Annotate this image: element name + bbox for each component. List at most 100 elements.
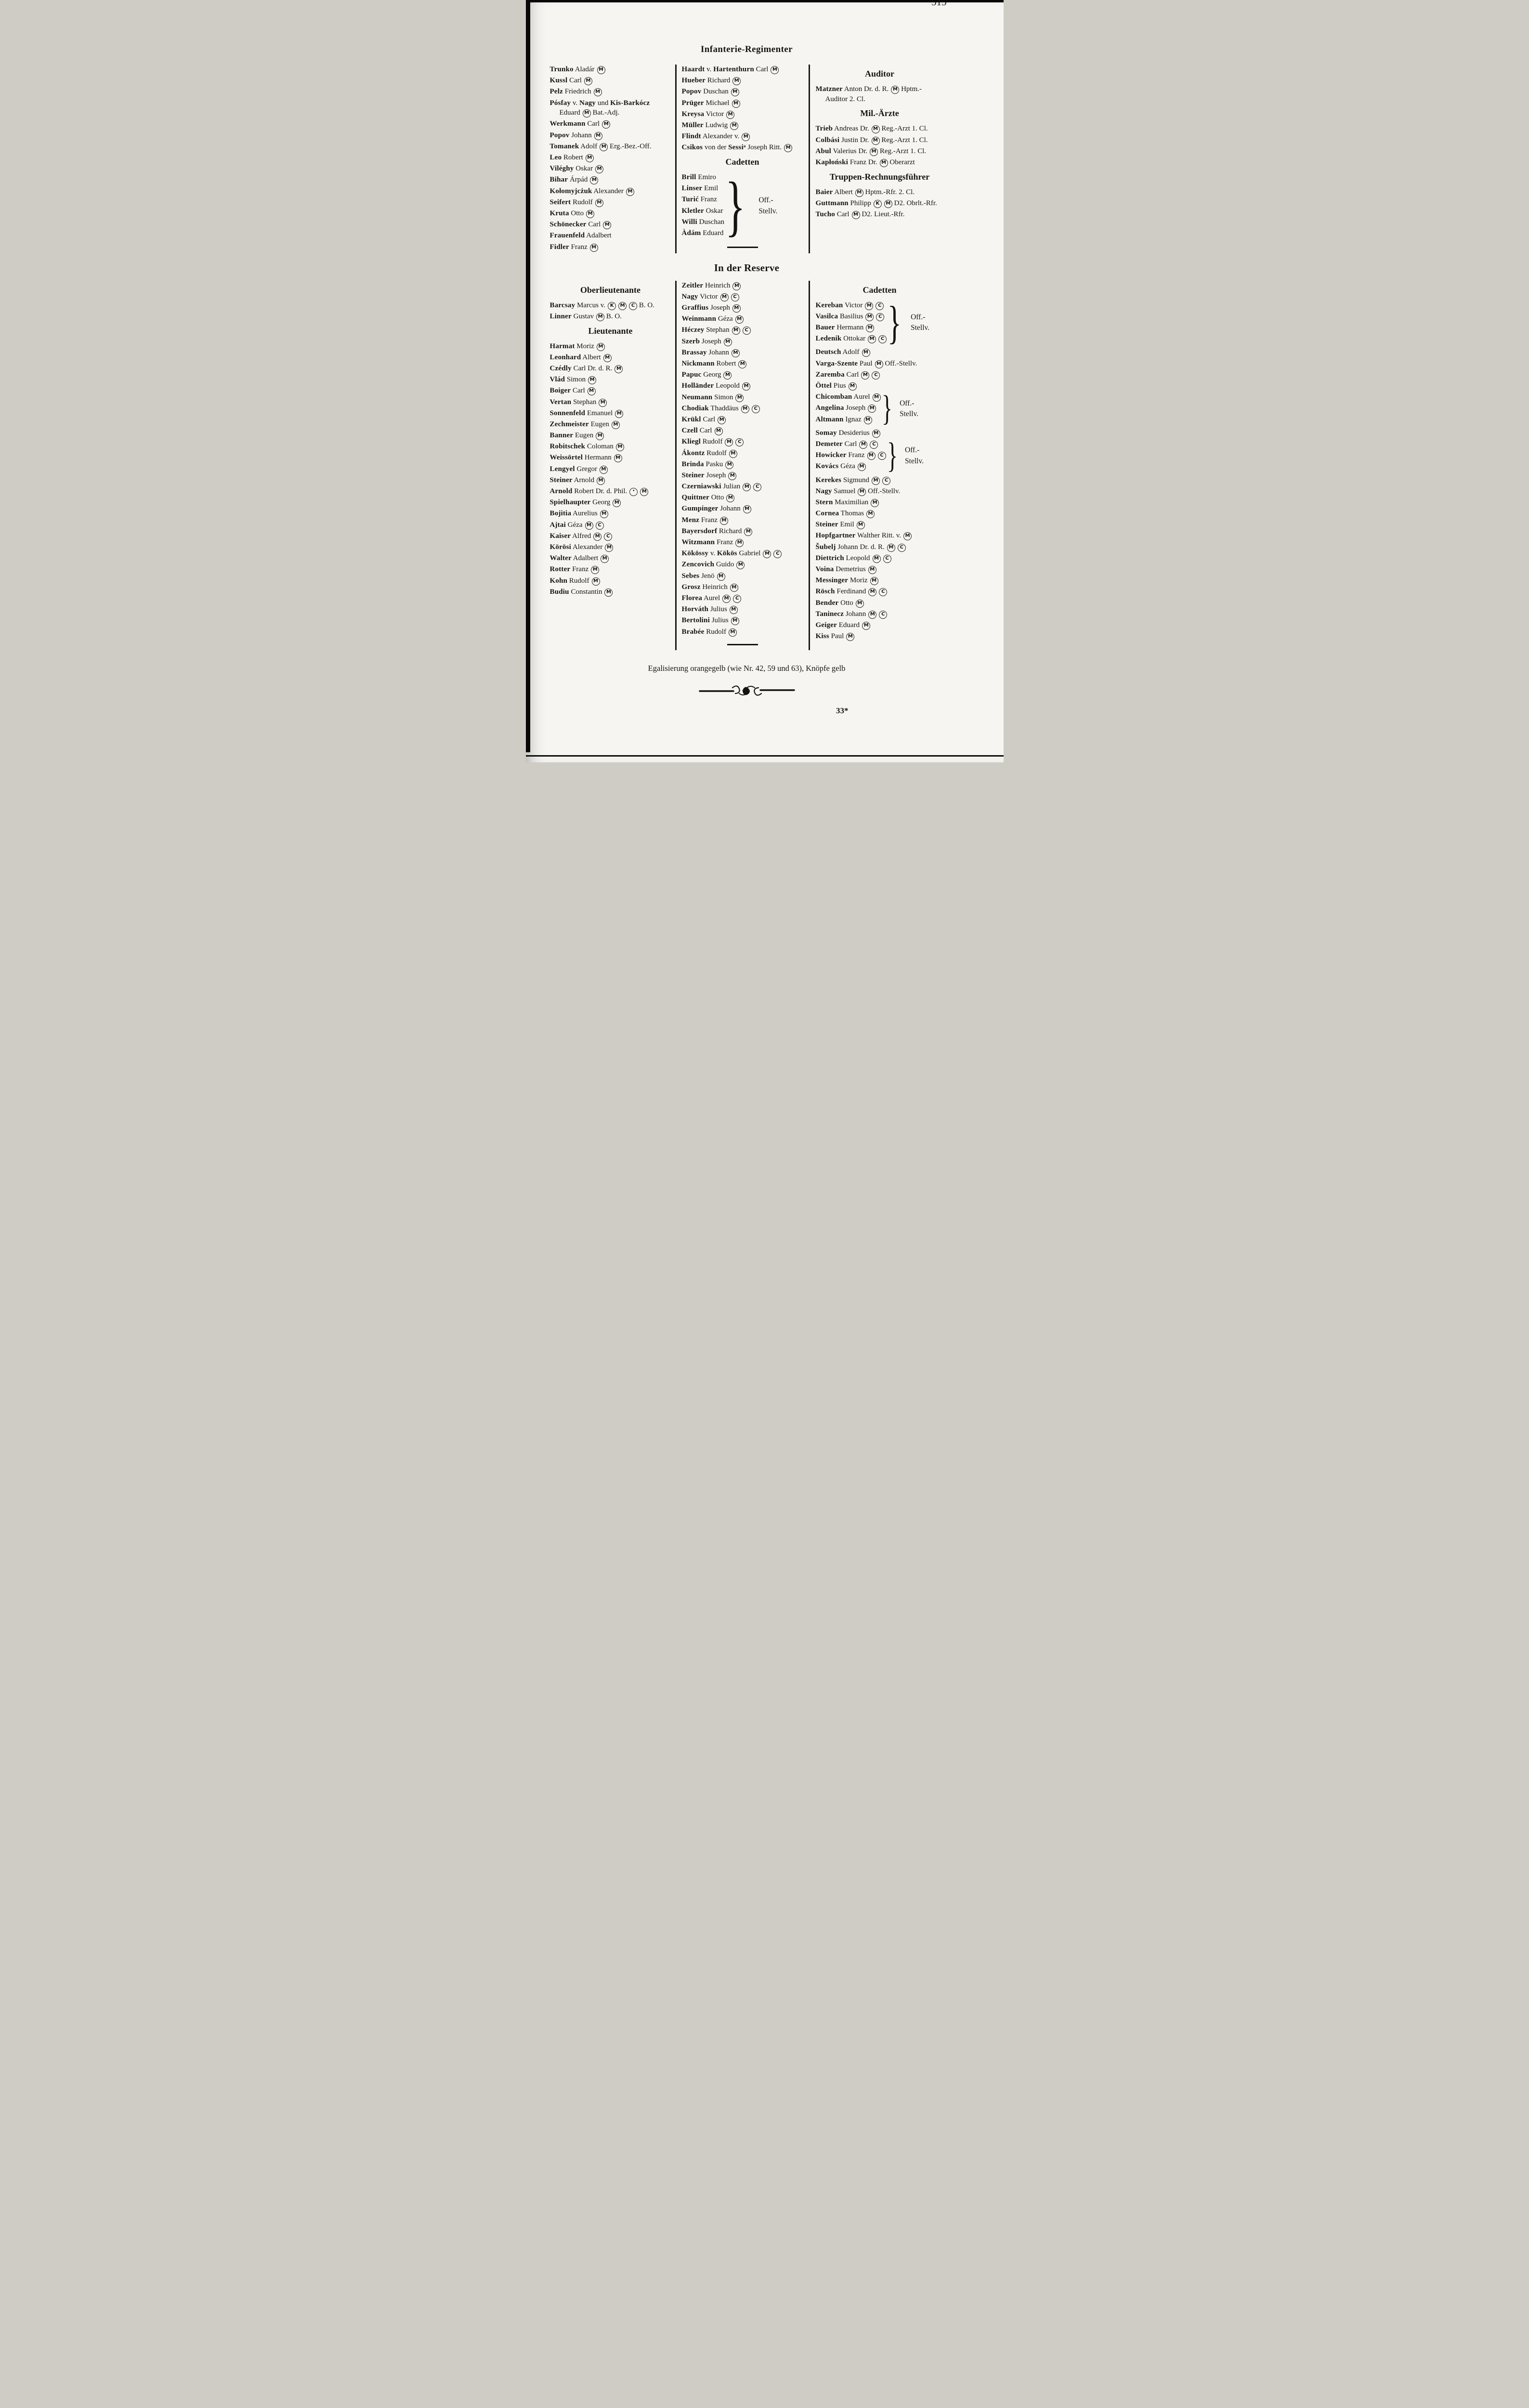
decoration-mark-M-icon: M xyxy=(613,499,621,508)
entry-text: Oskar xyxy=(704,207,723,215)
roster-entry: Kohn Rudolf M xyxy=(550,576,671,586)
entry-text: Joseph Ritt. xyxy=(745,144,782,152)
entry-text: Johann xyxy=(844,610,866,618)
entry-text: Jenö xyxy=(699,572,715,580)
entry-surname: Nickmann xyxy=(681,360,715,367)
roster-entry: Grosz Heinrich M xyxy=(682,582,803,592)
entry-surname: Hueber xyxy=(681,77,706,85)
decoration-mark-M-icon: M xyxy=(723,371,732,380)
decoration-mark-M-icon: M xyxy=(868,566,876,574)
decoration-mark-M-icon: M xyxy=(728,471,737,480)
decoration-mark-M-icon: M xyxy=(784,144,793,153)
entry-rank-suffix: Hptm.-Auditor 2. Cl. xyxy=(825,85,922,103)
reserve-column-1: Oberlieutenante Barcsay Marcus v. K M C B. O… xyxy=(550,281,675,651)
entry-text: Victor xyxy=(704,110,724,118)
entry-rank-suffix: B. O. xyxy=(604,312,622,320)
entry-text: v. xyxy=(708,550,717,558)
roster-entry: Graffius Joseph M xyxy=(682,303,803,313)
decoration-mark-M-icon: M xyxy=(891,86,900,94)
entry-surname: Abul xyxy=(815,147,831,155)
brace-glyph: } xyxy=(888,296,902,348)
entry-surname: Robitschek xyxy=(549,443,586,451)
roster-entry: Vertan Stephan M xyxy=(550,397,671,407)
entry-surname: Demeter xyxy=(815,440,843,448)
decoration-mark-C-icon: C xyxy=(742,327,751,335)
decoration-mark-M-icon: M xyxy=(585,521,593,530)
column-heading: Lieutenante xyxy=(588,326,633,336)
decoration-mark-M-icon: M xyxy=(867,452,876,460)
entry-surname: Steiner xyxy=(549,476,573,484)
entry-surname: Körösi xyxy=(549,543,572,551)
decoration-mark-M-icon: M xyxy=(723,338,732,346)
entry-text: Georg xyxy=(701,371,721,379)
decoration-mark-M-icon: M xyxy=(611,420,620,429)
entry-surname: Rösch xyxy=(815,588,835,596)
decoration-mark-M-icon: M xyxy=(865,301,874,310)
entry-surname: Brinda xyxy=(681,460,704,468)
roster-entry: Szerb Joseph M xyxy=(682,337,803,347)
decoration-mark-M-icon: M xyxy=(585,154,594,162)
roster-entry: Zencovich Guido M xyxy=(682,560,803,570)
entry-rank-suffix: Erg.-Bez.-Off. xyxy=(608,142,652,150)
roster-entry: Nagy Samuel M Off.-Stellv. xyxy=(816,486,944,497)
decoration-mark-M-icon: M xyxy=(591,566,600,575)
entry-text: Aurel xyxy=(852,393,870,401)
decoration-mark-M-icon: M xyxy=(857,463,866,471)
decoration-mark-M-icon: M xyxy=(730,121,739,130)
entry-surname: Neumann xyxy=(681,393,713,401)
entry-text: Heinrich xyxy=(700,583,728,591)
scanned-page: Infanterie-Regimenter 515 Trunko Aladár M… xyxy=(525,0,1004,762)
entry-surname: Zencovich xyxy=(681,561,715,569)
entry-surname: Pelz xyxy=(549,88,563,96)
entry-text: Otto xyxy=(569,209,584,217)
decoration-mark-M-icon: M xyxy=(714,427,723,436)
roster-entry: Arnold Robert Dr. d. Phil. · M xyxy=(550,486,671,497)
roster-entry: Harmat Moriz M xyxy=(550,341,671,352)
decoration-mark-M-icon: M xyxy=(597,476,605,485)
entry-text: Victor xyxy=(698,292,718,301)
entry-surname: Kussl xyxy=(549,77,568,85)
entry-surname: Menz xyxy=(681,516,700,524)
entry-text: von der xyxy=(703,144,729,152)
roster-entry: Brill Emiro xyxy=(682,172,725,183)
roster-entry: Menz Franz M xyxy=(682,515,803,525)
decoration-mark-C-icon: C xyxy=(883,554,891,563)
decoration-mark-M-icon: M xyxy=(726,110,735,119)
entry-surname: Brabée xyxy=(681,628,705,636)
roster-entry: Stern Maximilian M xyxy=(816,497,944,508)
entry-text: Robert Dr. d. Phil. xyxy=(572,487,627,495)
roster-entry: Leo Robert M xyxy=(550,153,671,163)
entry-text: Leopold xyxy=(714,382,740,390)
entry-surname: Kreysa xyxy=(681,110,705,118)
entry-surname: Frauenfeld xyxy=(549,232,585,240)
entry-text: Franz xyxy=(699,516,718,524)
roster-entry: Körösi Alexander M xyxy=(550,542,671,552)
entry-surname: Kis-Barkócz xyxy=(610,99,650,107)
roster-entry: Ajtai Géza M C xyxy=(550,520,671,530)
decoration-mark-M-icon: M xyxy=(744,527,753,536)
entry-surname: Haardt xyxy=(681,65,705,73)
entry-surname: Banner xyxy=(549,432,574,440)
active-column-2: Haardt v. Hartenthurn Carl M Hueber Richar… xyxy=(677,65,809,253)
entry-surname: Csikos xyxy=(681,144,703,152)
entry-text: Hermann xyxy=(835,324,864,332)
entry-text: Rudolf xyxy=(567,576,589,585)
entry-text: Johann xyxy=(706,348,730,356)
reserve-column-2: Zeitler Heinrich M Nagy Victor M C Graffius J… xyxy=(677,281,809,651)
entry-surname: Cornea xyxy=(815,510,839,518)
roster-entry: Hueber Richard M xyxy=(682,76,803,86)
roster-entry: Kovács Géza M xyxy=(816,461,886,471)
roster-entry: Àdám Eduard xyxy=(682,228,725,238)
roster-entry: Bayersdorf Richard M xyxy=(682,526,803,537)
roster-entry: Deutsch Adolf M xyxy=(816,347,944,357)
entry-text: Joseph xyxy=(700,337,721,345)
decoration-mark-M-icon: M xyxy=(865,313,874,321)
decoration-mark-M-icon: M xyxy=(725,438,733,447)
separator-rule xyxy=(727,644,758,646)
active-column-3: Auditor Matzner Anton Dr. d. R. M Hptm.-Au… xyxy=(810,65,944,253)
roster-entry: Bender Otto M xyxy=(816,598,944,608)
decoration-mark-M-icon: M xyxy=(875,360,883,368)
decoration-mark-M-icon: M xyxy=(720,516,729,525)
roster-entry: Weinmann Géza M xyxy=(682,314,803,324)
entry-surname: Howicker xyxy=(815,451,847,459)
